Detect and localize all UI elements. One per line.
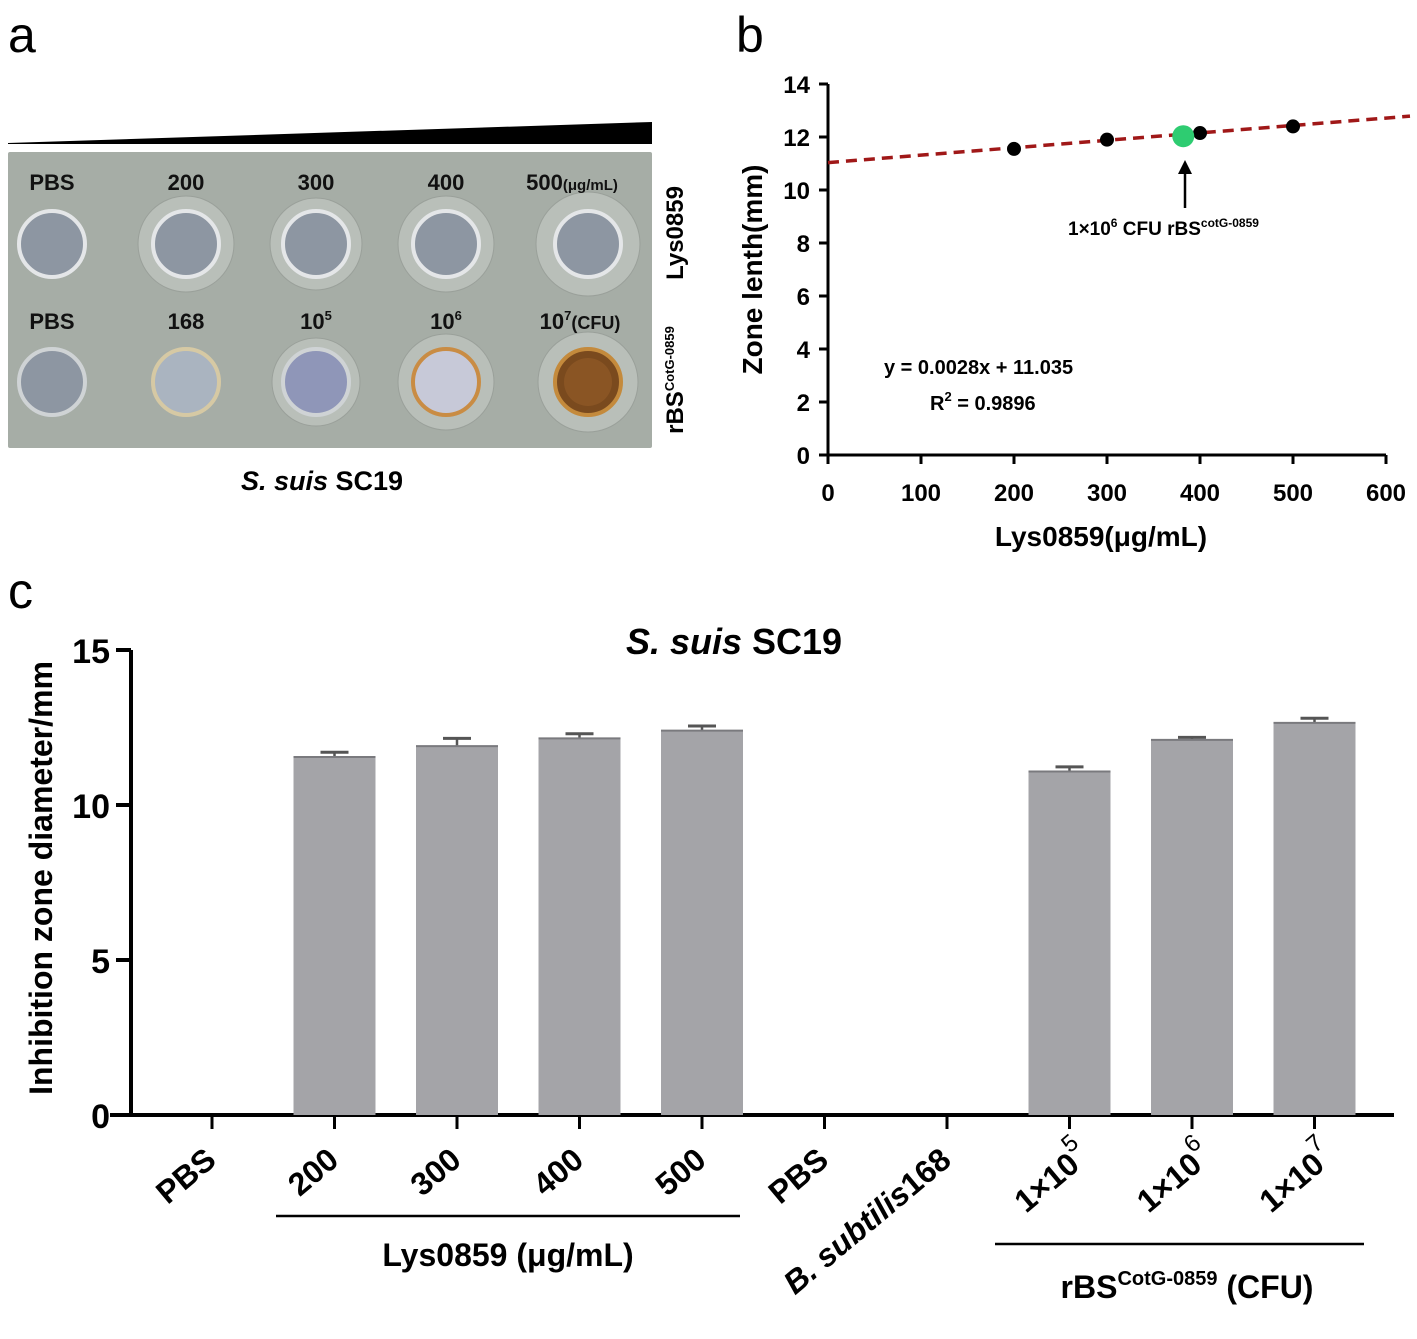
scatter-x-tick-label: 0 bbox=[821, 480, 834, 507]
bar-x-tick-label: 300 bbox=[403, 1141, 467, 1203]
bar-y-tick-label: 15 bbox=[72, 633, 110, 671]
bar-x-tick-label: 1×105 bbox=[1001, 1129, 1096, 1219]
well-lys0859 bbox=[553, 209, 623, 279]
well-rbs bbox=[281, 347, 351, 417]
concentration-wedge bbox=[8, 122, 652, 144]
side-label-rbs: rBSCotG-0859 bbox=[662, 326, 689, 434]
bar bbox=[1151, 739, 1233, 1115]
panel-a-caption: S. suis SC19 bbox=[241, 466, 403, 496]
bar-x-tick-label: 500 bbox=[648, 1141, 712, 1203]
bar-y-tick-label: 0 bbox=[91, 1098, 110, 1136]
scatter-x-tick-label: 400 bbox=[1180, 480, 1220, 507]
scatter-point-highlight bbox=[1172, 125, 1195, 148]
panel-a-figure: PBSPBS200168300105400106500(μg/mL)107(CF… bbox=[8, 122, 689, 496]
scatter-chart: 0 100 200 300 400 500 600 0 2 4 6 8 10 12 14 Zone lent… bbox=[737, 72, 1411, 552]
scatter-y-tick-label: 12 bbox=[783, 125, 810, 152]
row2-label: 168 bbox=[168, 309, 205, 334]
scatter-y-tick-label: 8 bbox=[797, 231, 810, 258]
bar bbox=[1028, 771, 1111, 1115]
scatter-annotation: 1×106 CFU rBScotG-0859 bbox=[1068, 216, 1259, 240]
group-label-rbs: rBSCotG-0859 (CFU) bbox=[1061, 1268, 1314, 1305]
panel-b-letter: b bbox=[736, 7, 764, 63]
panel-c: c S. suis SC19 0 5 10 15 PBS 200 300 400 500 PBS… bbox=[0, 560, 1417, 1339]
row1-label: 300 bbox=[298, 170, 335, 195]
row1-label: 400 bbox=[428, 170, 465, 195]
scatter-point bbox=[1193, 126, 1207, 141]
bar-x-tick-label: 1×106 bbox=[1123, 1129, 1218, 1219]
scatter-point bbox=[1286, 119, 1300, 134]
scatter-point bbox=[1100, 132, 1114, 147]
panel-b: b 0 100 200 300 400 500 600 0 2 4 6 8 10 12 14 Zone le… bbox=[700, 0, 1417, 560]
row1-label: PBS bbox=[29, 170, 74, 195]
scatter-y-tick-label: 2 bbox=[797, 390, 810, 417]
bar bbox=[416, 746, 498, 1115]
side-label-lys0859: Lys0859 bbox=[662, 186, 689, 280]
bar-y-tick-label: 5 bbox=[91, 943, 110, 981]
bar-y-tick-label: 10 bbox=[72, 788, 110, 826]
well-rbs bbox=[411, 347, 481, 417]
well-lys0859 bbox=[17, 209, 87, 279]
row2-label: PBS bbox=[29, 309, 74, 334]
panel-c-letter: c bbox=[8, 563, 33, 619]
regression-line bbox=[827, 114, 1411, 165]
row2-label: 107(CFU) bbox=[540, 308, 621, 334]
panel-a-letter: a bbox=[8, 7, 36, 63]
scatter-y-tick-label: 6 bbox=[797, 284, 810, 311]
scatter-y-tick-label: 0 bbox=[797, 443, 810, 470]
scatter-x-tick-label: 300 bbox=[1087, 480, 1127, 507]
bar bbox=[538, 738, 621, 1115]
regression-r2: R2 = 0.9896 bbox=[930, 389, 1036, 415]
scatter-x-label: Lys0859(μg/mL) bbox=[995, 521, 1207, 552]
bar bbox=[293, 756, 376, 1115]
well-rbs bbox=[151, 347, 221, 417]
panel-a: a PBS PBS 200 168 300 105 400 106 500(μg/mL) 107(… bbox=[0, 0, 700, 520]
bar bbox=[661, 730, 743, 1115]
well-rbs-center bbox=[564, 358, 612, 406]
group-label-lys0859: Lys0859 (μg/mL) bbox=[382, 1237, 633, 1273]
well-rbs bbox=[17, 347, 87, 417]
scatter-marks bbox=[827, 114, 1411, 165]
scatter-y-label: Zone lenth(mm) bbox=[737, 165, 768, 375]
bar-x-tick-label: 200 bbox=[281, 1141, 345, 1203]
well-lys0859 bbox=[281, 209, 351, 279]
bar-x-tick-label: 400 bbox=[526, 1141, 590, 1203]
bar-x-tick-label: 1×107 bbox=[1246, 1129, 1341, 1219]
well-lys0859 bbox=[151, 209, 221, 279]
bar-marks bbox=[293, 716, 1356, 1115]
bar-x-tick-label: PBS bbox=[761, 1141, 835, 1211]
scatter-y-tick-label: 4 bbox=[797, 337, 811, 364]
annotation-arrowhead bbox=[1178, 160, 1192, 174]
scatter-axes: 0 100 200 300 400 500 600 0 2 4 6 8 10 12 14 bbox=[783, 72, 1406, 507]
well-lys0859 bbox=[411, 209, 481, 279]
scatter-x-tick-label: 600 bbox=[1366, 480, 1406, 507]
scatter-x-tick-label: 100 bbox=[901, 480, 941, 507]
scatter-y-tick-label: 10 bbox=[783, 178, 810, 205]
row1-label: 200 bbox=[168, 170, 205, 195]
bar bbox=[1273, 722, 1356, 1115]
scatter-y-tick-label: 14 bbox=[783, 72, 810, 99]
well-grid bbox=[17, 191, 641, 433]
regression-equation: y = 0.0028x + 11.035 bbox=[884, 357, 1073, 379]
bar-x-tick-label: PBS bbox=[149, 1141, 223, 1211]
scatter-x-tick-label: 500 bbox=[1273, 480, 1313, 507]
bar-y-label: Inhibition zone diameter/mm bbox=[23, 661, 59, 1095]
scatter-point bbox=[1007, 141, 1021, 156]
scatter-x-tick-label: 200 bbox=[994, 480, 1034, 507]
bar-chart-title: S. suis SC19 bbox=[626, 621, 842, 662]
